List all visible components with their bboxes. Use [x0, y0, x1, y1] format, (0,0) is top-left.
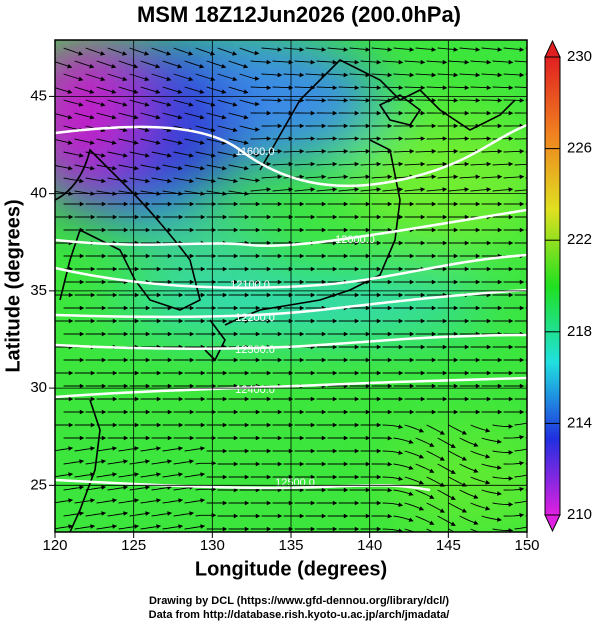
- streamline-arrow: [531, 371, 535, 375]
- streamline-arrow: [531, 293, 535, 297]
- streamline-arrow: [531, 137, 535, 141]
- streamline-arrow: [531, 86, 535, 90]
- chart-title: MSM 18Z12Jun2026 (200.0hPa): [137, 2, 461, 27]
- x-tick-label: 135: [278, 537, 303, 554]
- streamline-arrow: [530, 498, 534, 502]
- credit: Drawing by DCL (https://www.gfd-dennou.o…: [149, 595, 449, 607]
- x-tick-label: 130: [200, 537, 225, 554]
- y-tick-label: 30: [30, 379, 47, 396]
- y-tick-label: 45: [30, 87, 47, 104]
- credit: Data from http://database.rish.kyoto-u.a…: [149, 609, 450, 621]
- contour-label: 12400.0: [235, 384, 275, 396]
- streamline-arrow: [530, 524, 534, 528]
- streamline-arrow: [541, 510, 545, 513]
- streamline: [526, 484, 545, 490]
- colorbar-tick-label: 226: [567, 140, 592, 157]
- colorbar-tick-label: 230: [567, 48, 592, 65]
- streamline: [526, 100, 546, 101]
- streamline-arrow: [530, 446, 534, 450]
- streamline-arrow: [531, 188, 535, 192]
- y-tick-label: 40: [30, 185, 47, 202]
- contour-label: 12100.0: [230, 279, 270, 291]
- colorbar-extend-top: [545, 41, 560, 57]
- x-tick-label: 140: [357, 537, 382, 554]
- streamline: [526, 458, 545, 464]
- streamline: [526, 74, 546, 75]
- colorbar-tick-label: 218: [567, 323, 592, 340]
- streamline-arrow: [486, 533, 490, 537]
- contour-label: 12300.0: [235, 344, 275, 356]
- streamline: [526, 48, 546, 50]
- streamline-arrow: [530, 472, 534, 476]
- streamline: [526, 432, 545, 438]
- streamline-arrow: [541, 432, 545, 435]
- colorbar-bar: [545, 57, 560, 515]
- contour-label: 12500.0: [275, 477, 315, 489]
- streamline-arrow: [531, 319, 535, 323]
- x-tick-label: 150: [514, 537, 539, 554]
- streamline: [526, 177, 546, 178]
- streamline-arrow: [542, 48, 546, 52]
- colorbar-extend-bottom: [545, 515, 560, 531]
- colorbar-tick-label: 222: [567, 231, 592, 248]
- contour-label: 11600.0: [236, 146, 275, 158]
- streamline: [515, 139, 535, 140]
- colorbar-tick-label: 210: [567, 506, 592, 523]
- streamline-arrow: [531, 241, 535, 245]
- colorbar-tick-label: 214: [567, 414, 592, 431]
- streamline: [526, 510, 545, 516]
- contour-label: 12000.0: [335, 234, 375, 246]
- streamline-arrow: [531, 111, 535, 115]
- streamline-arrow: [531, 215, 535, 219]
- streamline-arrow: [462, 535, 466, 538]
- y-tick-label: 35: [30, 282, 47, 299]
- streamline-arrow: [531, 162, 535, 166]
- streamline-arrow: [530, 420, 534, 424]
- streamline-arrow: [531, 267, 535, 271]
- x-tick-label: 125: [121, 537, 146, 554]
- streamline-arrow: [531, 60, 535, 64]
- streamline-arrow: [541, 484, 545, 487]
- streamline: [526, 151, 546, 152]
- contour-label: 12200.0: [235, 312, 275, 324]
- streamline-arrow: [531, 345, 535, 349]
- field: 11600.0 12000.0 12100.0 12200.0 12300.0 12400…: [20, 30, 550, 538]
- y-axis-label: Latitude (degrees): [2, 199, 24, 372]
- streamline-arrow: [419, 533, 423, 536]
- y-tick-label: 25: [30, 476, 47, 493]
- streamline-arrow: [541, 458, 545, 461]
- x-tick-label: 145: [436, 537, 461, 554]
- x-axis-label: Longitude (degrees): [195, 558, 387, 580]
- streamline-arrow: [531, 397, 535, 401]
- x-tick-label: 120: [42, 537, 67, 554]
- colorbar: 210 214 218 222 226 230: [545, 41, 592, 531]
